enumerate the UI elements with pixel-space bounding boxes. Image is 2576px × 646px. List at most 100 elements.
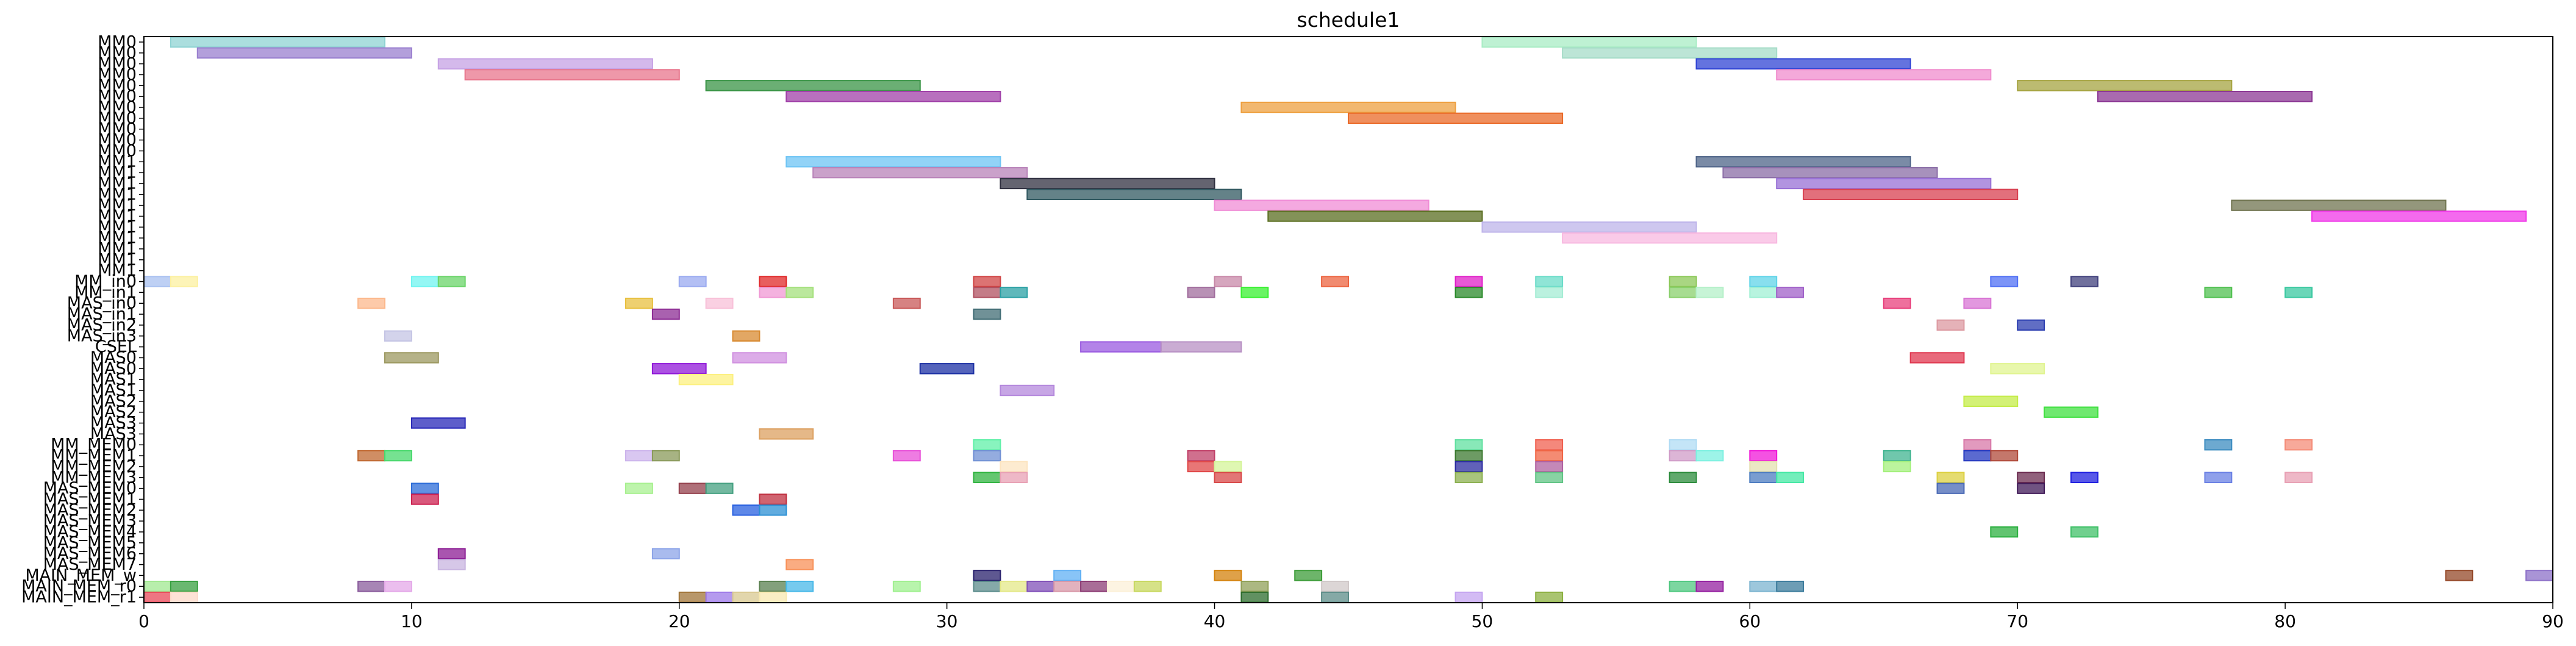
task-bar [2070, 276, 2098, 287]
task-bar [973, 570, 1001, 581]
task-bar [2017, 80, 2233, 92]
x-tick-label: 40 [1204, 611, 1226, 631]
y-tick-label: MAS2 [90, 403, 137, 422]
task-bar [437, 276, 466, 287]
task-bar [732, 352, 787, 364]
task-bar [1963, 450, 1992, 462]
task-bar [973, 308, 1001, 320]
task-bar [705, 80, 921, 92]
task-bar [2231, 199, 2447, 211]
y-tick-label: MAS_MEM1 [43, 490, 137, 509]
task-bar [1669, 581, 1697, 592]
task-bar [705, 298, 734, 309]
task-bar [170, 581, 198, 592]
task-bar [1776, 178, 1992, 190]
y-tick-label: MAS1 [90, 370, 137, 389]
task-bar [1000, 472, 1028, 483]
task-bar [2070, 472, 2098, 483]
task-bar [2204, 287, 2233, 298]
task-bar [1749, 450, 1778, 462]
task-bar [384, 450, 412, 462]
x-tick-label: 10 [401, 611, 423, 631]
task-bar [785, 156, 1001, 168]
y-tick-label: MM0 [98, 65, 137, 84]
plot-frame [143, 36, 2553, 603]
task-bar [1481, 221, 1697, 233]
task-bar [1240, 287, 1269, 298]
x-tick-label: 50 [1472, 611, 1494, 631]
task-bar [1294, 570, 1323, 581]
task-bar [437, 58, 653, 70]
task-bar [732, 330, 760, 342]
task-bar [410, 483, 439, 494]
task-bar [785, 90, 1001, 102]
task-bar [1107, 581, 1135, 592]
task-bar [1214, 461, 1242, 473]
task-bar [1562, 232, 1778, 244]
task-bar [785, 287, 814, 298]
x-tick-label: 70 [2006, 611, 2028, 631]
task-bar [437, 559, 466, 570]
y-tick-label: MAS_MEM2 [43, 501, 137, 520]
y-tick-label: MM_MEM1 [51, 447, 137, 465]
task-bar [759, 287, 787, 298]
y-tick-label: MM1 [98, 240, 137, 259]
task-bar [1454, 287, 1483, 298]
task-bar [759, 276, 787, 287]
task-bar [892, 450, 921, 462]
chart-title: schedule1 [1297, 8, 1400, 32]
task-bar [973, 581, 1001, 592]
y-tick-label: MAS0 [90, 359, 137, 378]
task-bar [1535, 472, 1564, 483]
task-bar [919, 363, 975, 375]
task-bar [812, 167, 1028, 179]
task-bar [1669, 472, 1697, 483]
y-tick-label: MM_MEM2 [51, 457, 137, 476]
task-bar [1963, 298, 1992, 309]
task-bar [1187, 461, 1215, 473]
task-bar [410, 493, 439, 505]
task-bar [2017, 483, 2045, 494]
y-tick-label: MM1 [98, 250, 137, 269]
task-bar [732, 504, 760, 516]
task-bar [1776, 69, 1992, 81]
task-bar [1080, 581, 1108, 592]
task-bar [759, 581, 787, 592]
task-bar [1000, 461, 1028, 473]
task-bar [464, 69, 680, 81]
task-bar [1535, 287, 1564, 298]
task-bar [678, 483, 707, 494]
x-axis: 0 10 20 30 40 50 60 70 80 90 [138, 603, 2564, 631]
task-bar [1080, 341, 1162, 353]
task-bar [1990, 276, 2019, 287]
task-bar [1053, 570, 1082, 581]
task-bar [651, 308, 680, 320]
y-tick-label: MAS3 [90, 425, 137, 443]
task-bar [1883, 298, 1911, 309]
task-bar [1776, 287, 1805, 298]
x-tick-label: 20 [668, 611, 690, 631]
task-bar [1749, 472, 1778, 483]
y-tick-label: MM0 [98, 109, 137, 127]
task-bar [1749, 287, 1778, 298]
task-bar [1776, 472, 1805, 483]
task-bar [973, 439, 1001, 451]
y-tick-label: MAS_MEM0 [43, 479, 137, 498]
task-bar [2097, 90, 2313, 102]
task-bar [410, 276, 439, 287]
task-bar [1669, 439, 1697, 451]
task-bar [892, 581, 921, 592]
task-bar [2311, 210, 2527, 222]
task-bar [1669, 450, 1697, 462]
task-bar [2017, 472, 2045, 483]
task-bar [1000, 384, 1055, 397]
y-tick-label: MAS_MEM7 [43, 555, 137, 574]
task-bar [1321, 591, 1349, 603]
task-bar [1026, 581, 1055, 592]
task-bar [2525, 570, 2554, 581]
task-bar [1749, 461, 1778, 473]
task-bar [1695, 450, 1724, 462]
task-bar [143, 591, 171, 603]
task-bar [437, 548, 466, 559]
